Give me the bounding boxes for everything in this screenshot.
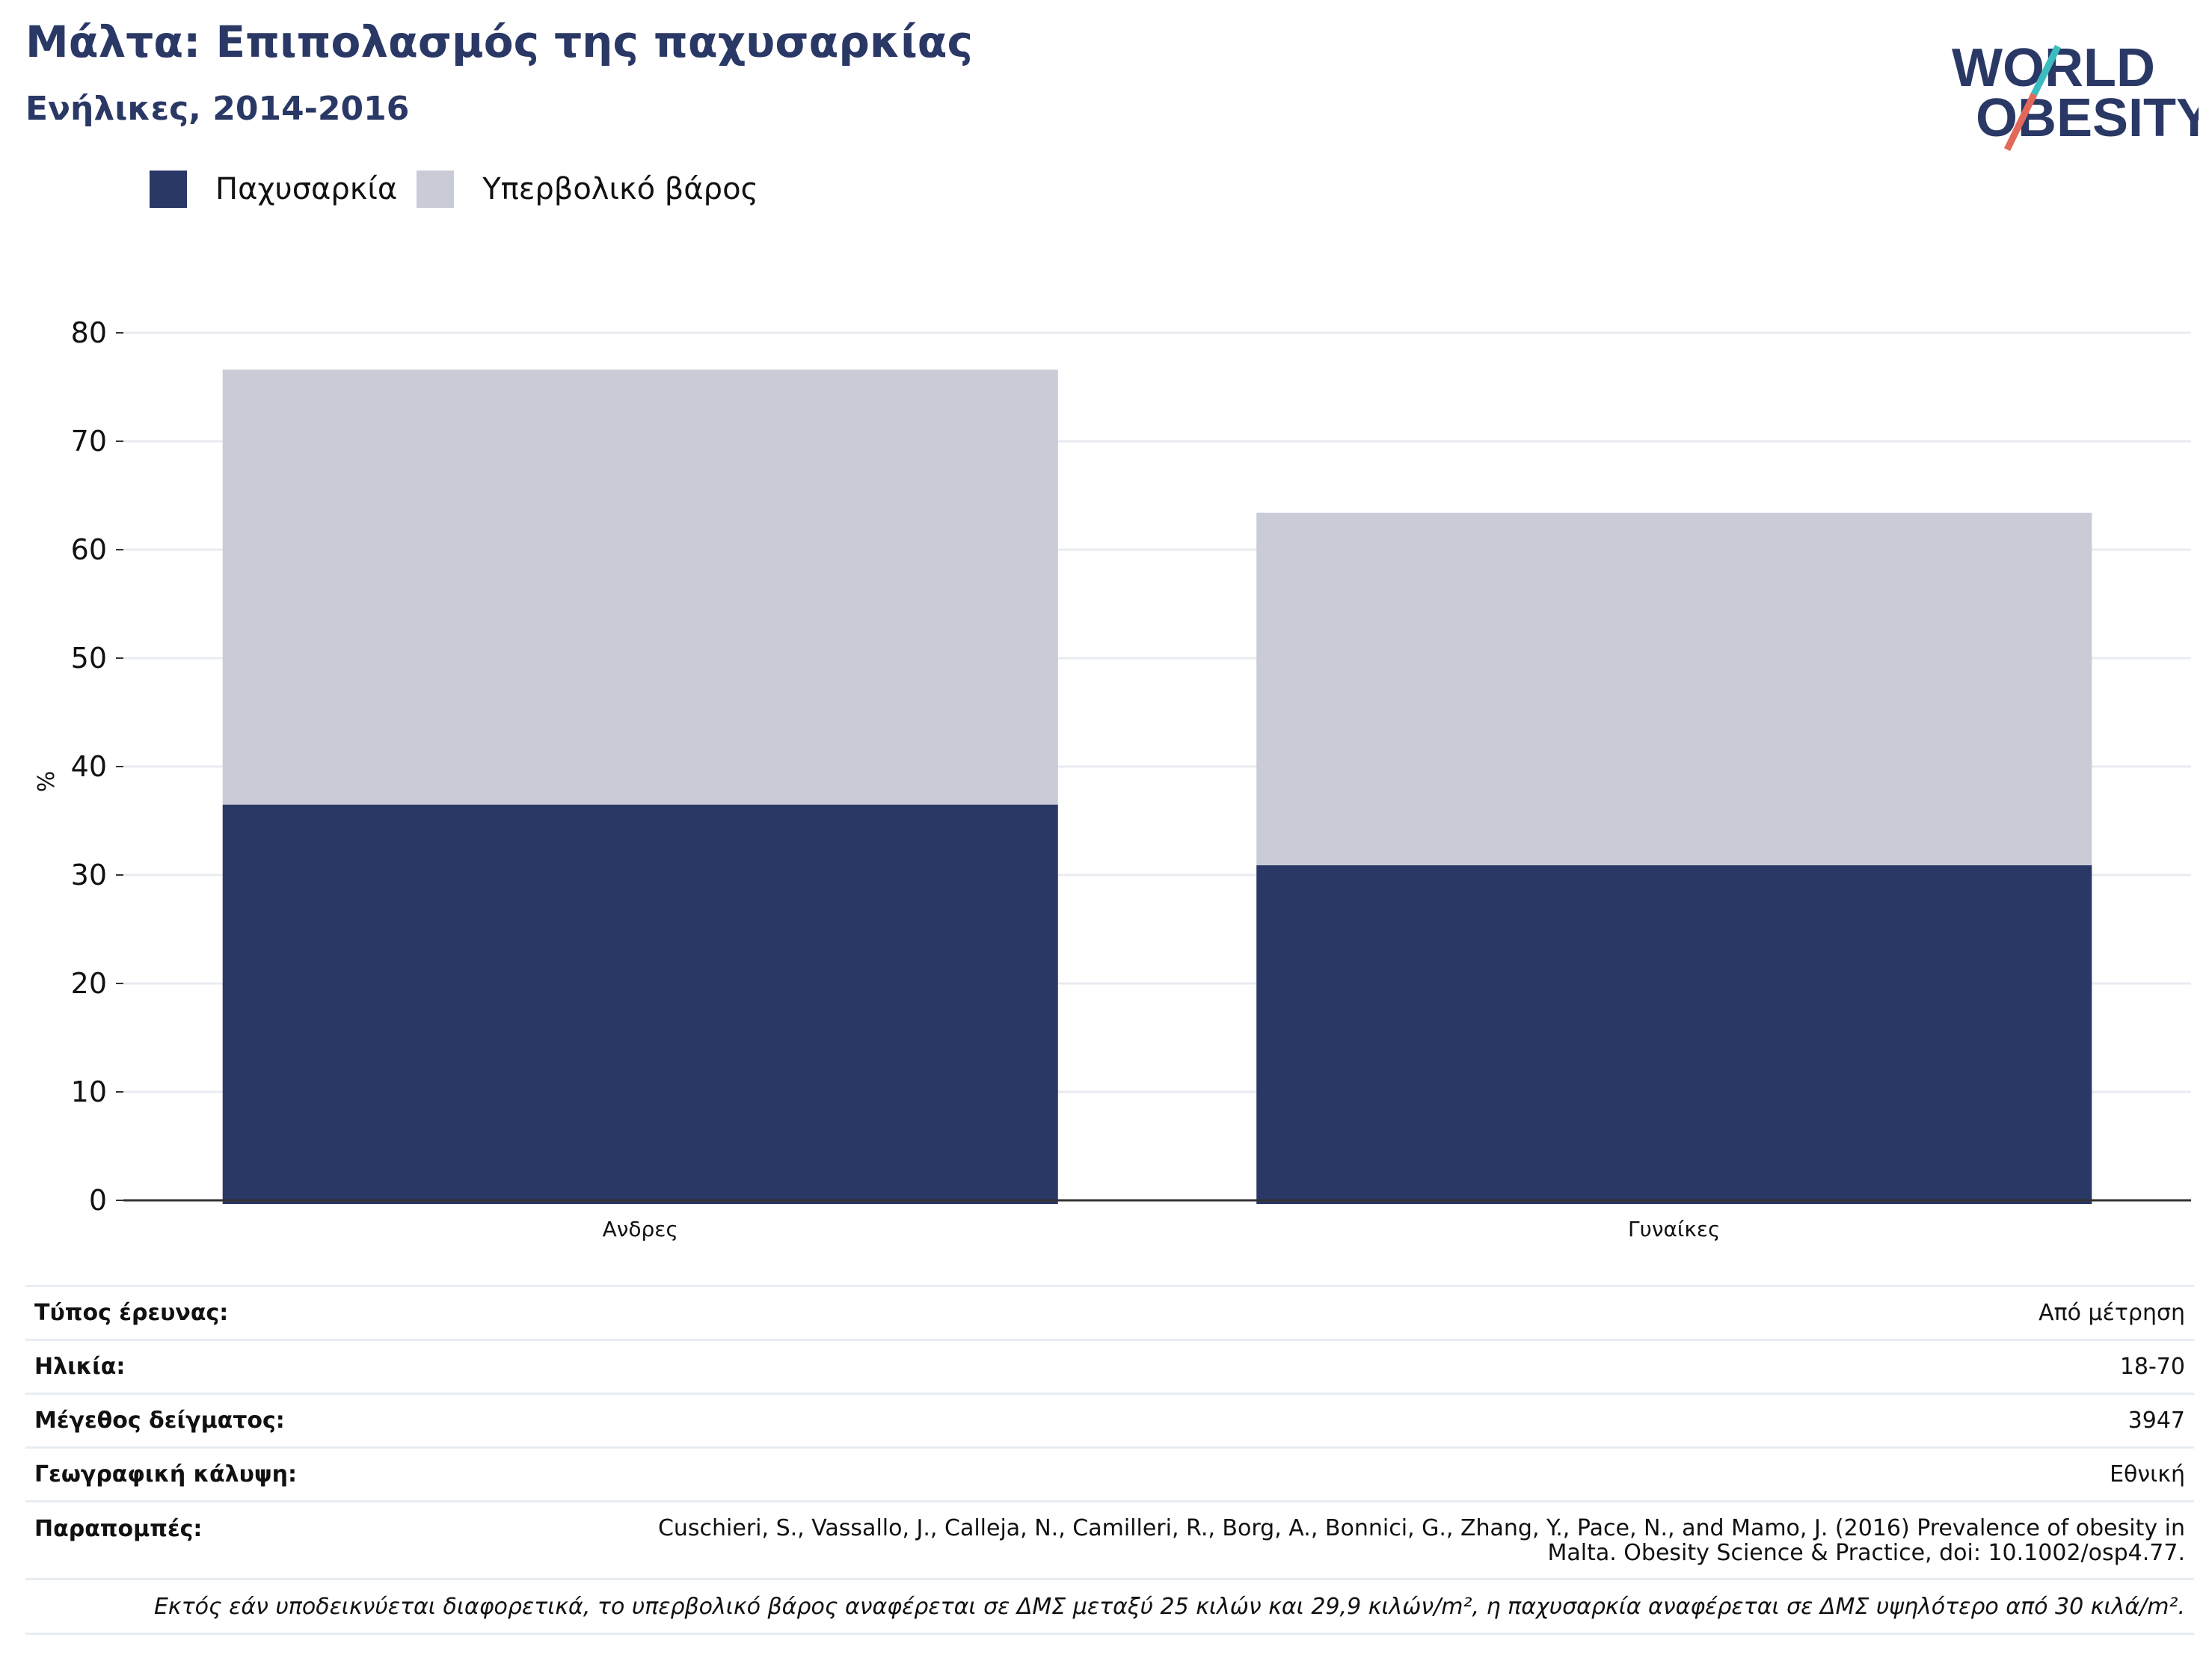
bar-segment (222, 369, 1058, 805)
logo-slash-coral (2003, 93, 2038, 151)
definition-footnote: Εκτός εάν υποδεικνύεται διαφορετικά, το … (25, 1578, 2194, 1635)
meta-value: Από μέτρηση (2039, 1300, 2185, 1326)
chart-legend: Παχυσαρκία Υπερβολικό βάρος (150, 171, 778, 208)
chart-title: Μάλτα: Επιπολασμός της παχυσαρκίας (25, 16, 973, 67)
meta-label: Μέγεθος δείγματος: (34, 1407, 285, 1434)
survey-details-table: Τύπος έρευνας: Από μέτρηση Ηλικία: 18-70… (25, 1285, 2194, 1635)
meta-row-references: Παραπομπές: Cuschieri, S., Vassallo, J.,… (25, 1500, 2194, 1578)
y-tick-label: 20 (71, 967, 107, 1000)
x-tick-label: Ανδρες (603, 1217, 678, 1241)
chart-subtitle: Ενήλικες, 2014-2016 (25, 90, 410, 128)
meta-value: 18-70 (2119, 1354, 2185, 1380)
meta-label: Παραπομπές: (34, 1516, 203, 1542)
meta-label: Τύπος έρευνας: (34, 1300, 229, 1326)
y-tick-label: 0 (89, 1184, 107, 1217)
meta-row-sample-size: Μέγεθος δείγματος: 3947 (25, 1393, 2194, 1446)
y-tick-label: 70 (71, 425, 107, 458)
meta-row-age: Ηλικία: 18-70 (25, 1339, 2194, 1393)
references-text: Cuschieri, S., Vassallo, J., Calleja, N.… (658, 1516, 2185, 1565)
world-obesity-logo: WORLD OBESITY (1952, 38, 2199, 151)
y-tick-label: 50 (71, 642, 107, 675)
y-tick-label: 10 (71, 1075, 107, 1108)
meta-row-survey-type: Τύπος έρευνας: Από μέτρηση (25, 1285, 2194, 1339)
legend-item-obesity: Παχυσαρκία (150, 171, 397, 208)
legend-label-overweight: Υπερβολικό βάρος (482, 172, 759, 206)
logo-slash-teal (2030, 44, 2062, 96)
meta-row-coverage: Γεωγραφική κάλυψη: Εθνική (25, 1446, 2194, 1500)
legend-label-obesity: Παχυσαρκία (215, 172, 398, 206)
stacked-bar-chart: 0 10 20 30 40 50 60 70 80% Ανδρες Γυναίκες (34, 316, 2191, 1241)
meta-value: 3947 (2127, 1407, 2185, 1434)
references-line-2: Malta. Obesity Science & Practice, doi: … (1547, 1540, 2185, 1566)
y-axis-label: % (34, 771, 60, 793)
y-tick-label: 40 (71, 750, 107, 783)
x-tick-label: Γυναίκες (1628, 1217, 1720, 1241)
bar-segment (1256, 512, 2092, 865)
bar-segment (1256, 865, 2092, 1204)
legend-item-overweight: Υπερβολικό βάρος (417, 171, 758, 208)
y-tick-label: 60 (71, 533, 107, 566)
meta-label: Γεωγραφική κάλυψη: (34, 1461, 298, 1488)
y-tick-label: 30 (71, 859, 107, 891)
legend-swatch-overweight (417, 171, 455, 208)
references-line-1: Cuschieri, S., Vassallo, J., Calleja, N.… (657, 1515, 2185, 1541)
y-tick-label: 80 (71, 316, 107, 349)
bar-segment (222, 804, 1058, 1204)
meta-value: Εθνική (2110, 1461, 2185, 1488)
meta-label: Ηλικία: (34, 1354, 126, 1380)
legend-swatch-obesity (150, 171, 187, 208)
